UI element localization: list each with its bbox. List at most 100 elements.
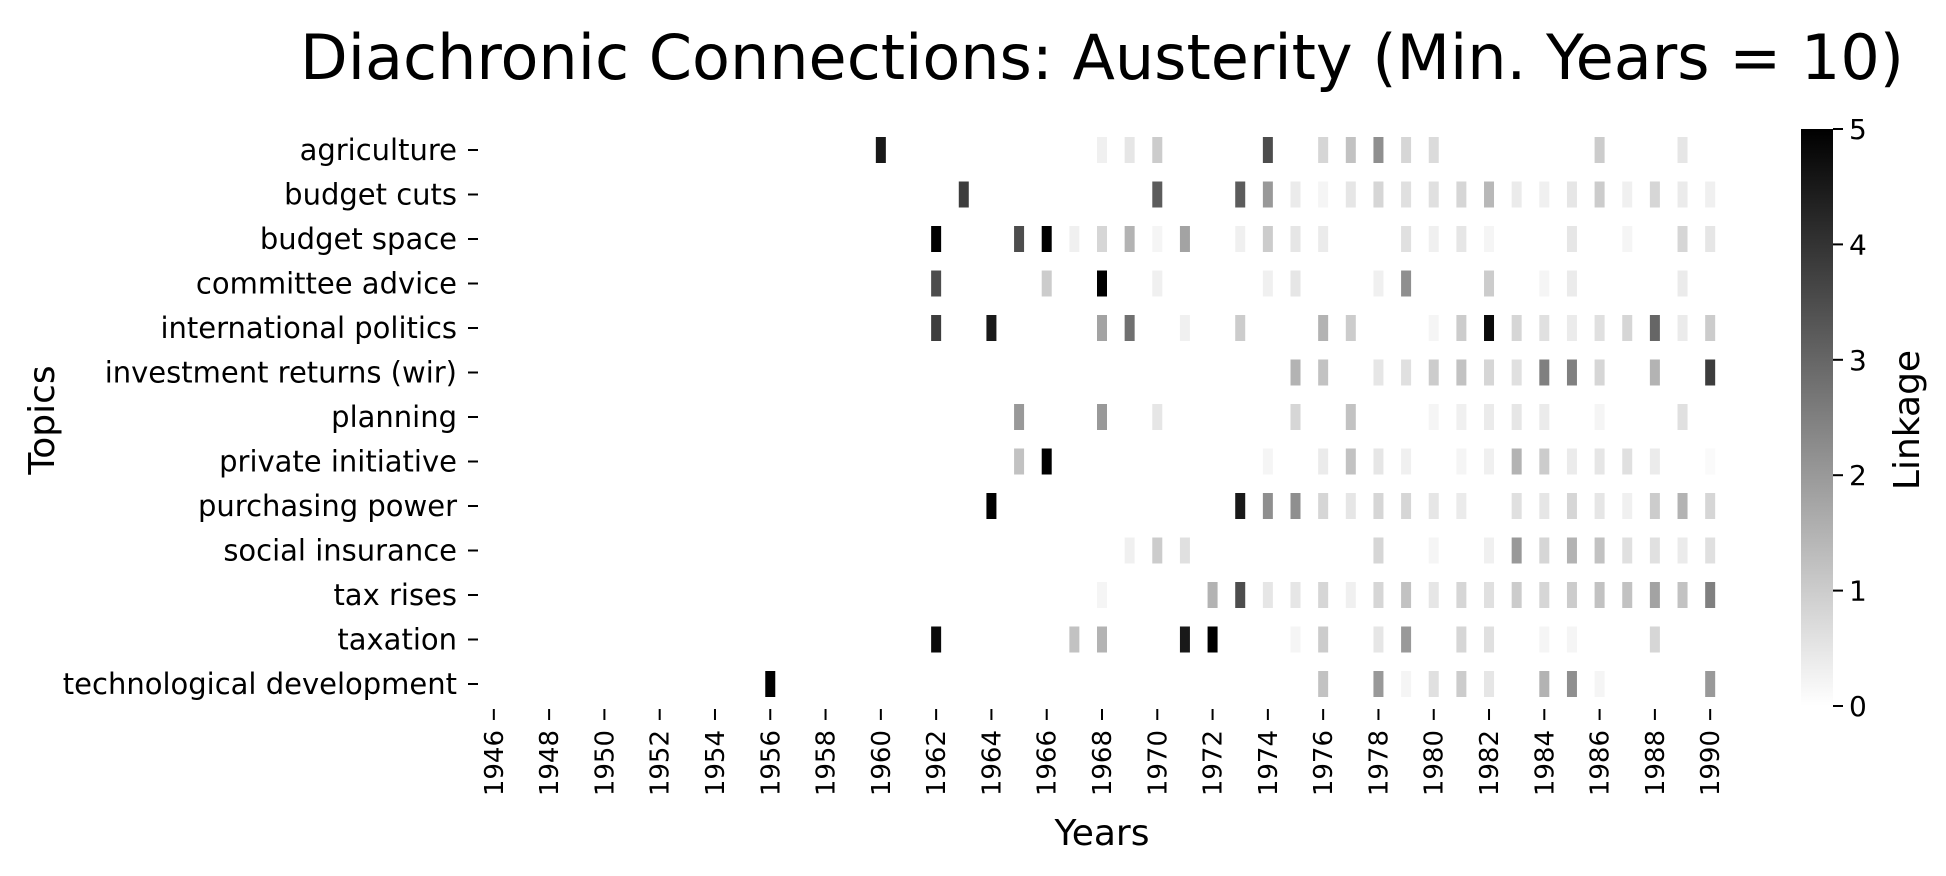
heatmap-cell xyxy=(1318,493,1329,519)
heatmap-cell xyxy=(1428,493,1439,519)
heatmap-cell xyxy=(1041,226,1052,252)
heatmap-cell xyxy=(1428,537,1439,564)
heatmap-cell xyxy=(1649,537,1660,564)
heatmap-cell xyxy=(1566,226,1577,252)
heatmap-cell xyxy=(1622,582,1633,608)
topic-label: international politics xyxy=(160,311,457,345)
heatmap-cell xyxy=(1649,493,1660,519)
topic-labels: agriculture budget cuts budget space commit… xyxy=(63,133,478,701)
heatmap-cell xyxy=(1290,404,1301,430)
heatmap-cell xyxy=(1235,582,1246,608)
heatmap-cell xyxy=(1097,137,1107,163)
heatmap-cell xyxy=(1401,137,1412,163)
heatmap-cell xyxy=(1207,582,1218,608)
heatmap-cell xyxy=(1097,404,1107,430)
heatmap-cell xyxy=(1484,359,1495,386)
heatmap-cell xyxy=(1484,626,1495,653)
heatmap-cell xyxy=(1428,359,1439,386)
x-tick-label: 1966 xyxy=(1033,730,1063,796)
colorbar-tick-label: 2 xyxy=(1849,459,1867,492)
x-tick-label: 1980 xyxy=(1420,730,1450,796)
colorbar-title: Linkage xyxy=(1887,350,1928,490)
topic-label: budget cuts xyxy=(284,178,457,212)
heatmap-cell xyxy=(1484,315,1495,341)
topic-label: planning xyxy=(331,400,457,434)
topic-label: tax rises xyxy=(333,578,457,612)
colorbar xyxy=(1801,129,1833,706)
x-tick-label: 1954 xyxy=(701,730,731,796)
heatmap-cell xyxy=(1649,626,1660,653)
colorbar-tick-label: 5 xyxy=(1849,113,1867,146)
x-tick-label: 1948 xyxy=(535,730,565,796)
heatmap-cell xyxy=(1262,181,1273,208)
heatmap-cell xyxy=(1041,270,1052,297)
heatmap-cell xyxy=(1097,582,1107,608)
x-tick-label: 1970 xyxy=(1143,730,1173,796)
x-tick-label: 1972 xyxy=(1199,730,1229,796)
heatmap-cell xyxy=(1235,315,1246,341)
heatmap-cell xyxy=(1069,226,1080,252)
topic-label: agriculture xyxy=(300,133,457,167)
heatmap-cell xyxy=(1456,671,1467,697)
heatmap-cell xyxy=(1345,137,1356,163)
heatmap-cell xyxy=(1511,404,1522,430)
heatmap-cell xyxy=(1511,582,1522,608)
y-axis-title: Topics xyxy=(22,365,63,475)
heatmap-cell xyxy=(1345,315,1356,341)
heatmap-cell xyxy=(1484,537,1495,564)
heatmap-cell xyxy=(1290,582,1301,608)
heatmap-cell xyxy=(1456,226,1467,252)
heatmap-cell xyxy=(1318,315,1329,341)
heatmap-cell xyxy=(1373,448,1384,475)
heatmap-cell xyxy=(1152,270,1163,297)
heatmap-cell xyxy=(1401,448,1412,475)
heatmap-cell xyxy=(1290,270,1301,297)
heatmap-cell xyxy=(1290,493,1301,519)
topic-label: technological development xyxy=(63,667,457,701)
heatmap-cell xyxy=(1484,226,1495,252)
topic-label: taxation xyxy=(337,623,457,657)
heatmap-cell xyxy=(1124,537,1135,564)
heatmap-cell xyxy=(1152,226,1163,252)
heatmap-cell xyxy=(1677,404,1688,430)
heatmap-cell xyxy=(1373,626,1384,653)
heatmap-cell xyxy=(1594,359,1605,386)
heatmap-cell xyxy=(1262,582,1273,608)
heatmap-cell xyxy=(1318,226,1329,252)
heatmap-cell xyxy=(875,137,886,163)
x-tick-label: 1960 xyxy=(867,730,897,796)
heatmap-cell xyxy=(1207,626,1218,653)
heatmap-cell xyxy=(1622,537,1633,564)
x-tick-label: 1946 xyxy=(480,730,510,796)
heatmap-cell xyxy=(1539,270,1550,297)
heatmap-cell xyxy=(1097,226,1107,252)
heatmap-cell xyxy=(1179,226,1190,252)
heatmap-cell xyxy=(1290,181,1301,208)
heatmap-cell xyxy=(1428,315,1439,341)
heatmap-cell xyxy=(1428,181,1439,208)
heatmap-cell xyxy=(1539,181,1550,208)
heatmap-cell xyxy=(958,181,969,208)
heatmap-cell xyxy=(1428,582,1439,608)
heatmap-cell xyxy=(1649,315,1660,341)
heatmap-cell xyxy=(1456,315,1467,341)
heatmap-cell xyxy=(1539,315,1550,341)
heatmap-cell xyxy=(1345,448,1356,475)
heatmap-cell xyxy=(1677,493,1688,519)
topic-label: budget space xyxy=(260,222,457,256)
heatmap-cell xyxy=(1456,448,1467,475)
heatmap-cell xyxy=(1097,626,1107,653)
heatmap-cell xyxy=(1345,181,1356,208)
heatmap-cell xyxy=(1373,270,1384,297)
heatmap-cell xyxy=(1235,493,1246,519)
heatmap-cell xyxy=(1705,448,1716,475)
x-tick-label: 1968 xyxy=(1088,730,1118,796)
heatmap-cell xyxy=(1594,137,1605,163)
heatmap-cell xyxy=(1428,404,1439,430)
heatmap-cell xyxy=(1566,359,1577,386)
heatmap-cell xyxy=(931,315,942,341)
heatmap-cell xyxy=(1705,359,1716,386)
heatmap-cell xyxy=(1594,671,1605,697)
heatmap-cell xyxy=(1649,181,1660,208)
heatmap-cell xyxy=(1511,537,1522,564)
